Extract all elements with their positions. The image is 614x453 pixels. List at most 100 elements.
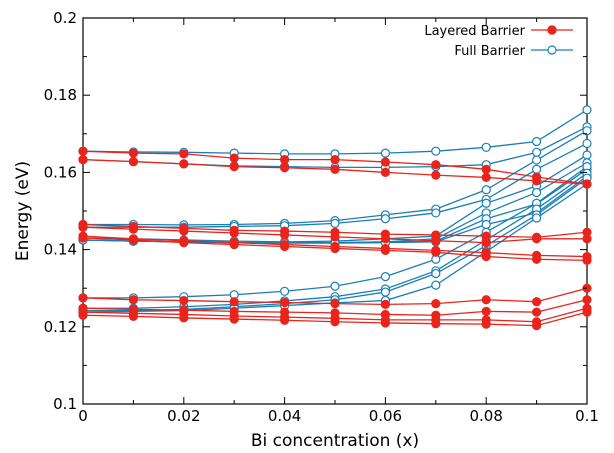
ticks-layer: 0 0.02 0.04 0.06 0.08 0.1 0.1 0.12 0.14 0.16 0.18 0… bbox=[44, 9, 599, 425]
y-tick-label: 0.2 bbox=[53, 9, 77, 27]
data-point-filled bbox=[279, 315, 290, 325]
data-point-filled bbox=[481, 251, 491, 262]
data-point-filled bbox=[582, 179, 592, 189]
data-point-open bbox=[481, 198, 491, 208]
data-point-filled bbox=[481, 306, 491, 316]
data-point-filled bbox=[431, 247, 441, 257]
data-point-filled bbox=[128, 148, 138, 158]
data-point-filled bbox=[330, 299, 340, 309]
layered-barrier-series bbox=[78, 233, 592, 266]
x-tick-label: 0.1 bbox=[575, 407, 599, 425]
data-point-filled bbox=[179, 238, 189, 248]
legend: Layered Barrier Full Barrier bbox=[424, 24, 573, 59]
y-tick-label: 0.1 bbox=[53, 395, 77, 413]
data-point-open bbox=[380, 272, 390, 282]
data-point-open bbox=[280, 286, 290, 296]
data-point-filled bbox=[481, 172, 491, 183]
data-point-filled bbox=[179, 159, 189, 169]
data-point-filled bbox=[229, 162, 239, 172]
data-point-filled bbox=[128, 295, 138, 305]
data-point-open bbox=[531, 136, 542, 147]
x-tick-label: 0 bbox=[78, 407, 88, 425]
data-point-filled bbox=[78, 222, 88, 232]
data-point-filled bbox=[330, 164, 340, 174]
data-point-open bbox=[380, 287, 390, 297]
x-tick-label: 0.04 bbox=[268, 407, 301, 425]
data-point-open bbox=[431, 208, 441, 218]
data-point-filled bbox=[229, 153, 239, 163]
data-point-filled bbox=[279, 297, 290, 308]
data-point-filled bbox=[531, 234, 542, 244]
data-point-open bbox=[481, 185, 491, 195]
data-point-filled bbox=[380, 299, 390, 310]
full-barrier-series bbox=[78, 126, 592, 230]
data-point-filled bbox=[582, 234, 592, 244]
data-point-filled bbox=[78, 233, 88, 243]
data-point-filled bbox=[582, 255, 592, 266]
data-point-filled bbox=[481, 164, 491, 174]
data-point-filled bbox=[78, 293, 88, 303]
full-barrier-series bbox=[78, 105, 592, 159]
data-point-open bbox=[531, 147, 542, 157]
data-point-filled bbox=[431, 319, 441, 329]
data-point-filled bbox=[229, 228, 239, 238]
data-point-open bbox=[481, 219, 491, 230]
data-point-filled bbox=[330, 232, 340, 242]
data-point-filled bbox=[128, 224, 138, 234]
legend-marker-filled bbox=[547, 25, 557, 35]
data-point-filled bbox=[330, 243, 340, 254]
series-layer bbox=[78, 105, 592, 331]
legend-marker-open bbox=[547, 45, 557, 55]
data-point-filled bbox=[481, 238, 491, 248]
data-point-filled bbox=[531, 307, 542, 317]
data-point-filled bbox=[531, 297, 542, 307]
data-point-filled bbox=[380, 157, 390, 167]
data-point-filled bbox=[330, 155, 340, 165]
data-point-filled bbox=[229, 297, 239, 307]
data-point-filled bbox=[78, 310, 88, 320]
data-point-filled bbox=[279, 230, 290, 240]
data-point-filled bbox=[582, 295, 592, 305]
data-point-filled bbox=[78, 155, 88, 165]
data-point-filled bbox=[179, 313, 189, 323]
y-tick-label: 0.16 bbox=[44, 163, 77, 181]
data-point-open bbox=[431, 268, 441, 279]
data-point-filled bbox=[330, 317, 340, 327]
data-point-filled bbox=[78, 146, 88, 156]
data-point-filled bbox=[531, 254, 542, 264]
y-tick-label: 0.12 bbox=[44, 318, 77, 336]
data-point-filled bbox=[380, 318, 390, 328]
data-point-open bbox=[582, 138, 592, 149]
y-axis-label: Energy (eV) bbox=[13, 161, 33, 261]
x-tick-label: 0.06 bbox=[369, 407, 402, 425]
data-point-open bbox=[531, 187, 542, 198]
data-point-open bbox=[481, 142, 491, 152]
y-tick-label: 0.14 bbox=[44, 241, 77, 259]
x-tick-label: 0.08 bbox=[469, 407, 502, 425]
data-point-filled bbox=[279, 155, 290, 165]
x-tick-label: 0.02 bbox=[167, 407, 200, 425]
data-point-filled bbox=[279, 241, 290, 252]
data-point-filled bbox=[531, 176, 542, 186]
data-point-filled bbox=[380, 245, 390, 255]
data-point-filled bbox=[431, 170, 441, 180]
data-point-filled bbox=[179, 149, 189, 159]
y-tick-label: 0.18 bbox=[44, 86, 77, 104]
data-point-filled bbox=[531, 321, 542, 331]
series-line bbox=[82, 109, 588, 155]
data-point-open bbox=[330, 218, 340, 228]
data-point-open bbox=[431, 146, 441, 156]
layered-barrier-series bbox=[78, 307, 592, 331]
data-point-filled bbox=[128, 156, 138, 167]
data-point-filled bbox=[431, 299, 441, 309]
data-point-filled bbox=[582, 307, 592, 317]
data-point-filled bbox=[481, 319, 491, 329]
data-point-open bbox=[431, 280, 441, 290]
data-point-open bbox=[380, 214, 390, 224]
data-point-filled bbox=[481, 295, 491, 305]
data-point-filled bbox=[229, 314, 239, 324]
data-point-filled bbox=[229, 239, 239, 250]
x-axis-label: Bi concentration (x) bbox=[251, 431, 419, 451]
data-point-open bbox=[531, 213, 542, 223]
